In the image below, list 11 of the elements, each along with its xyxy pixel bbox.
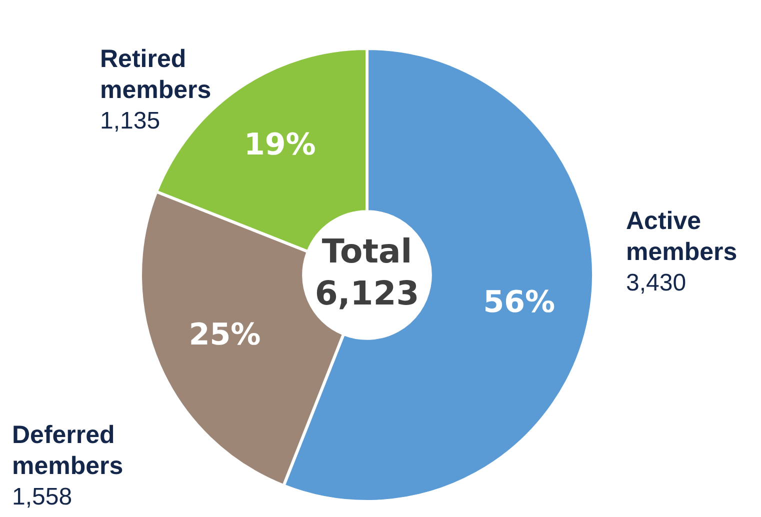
slice-label: Deferred members <box>12 420 124 480</box>
data-label: 25% <box>188 317 261 352</box>
text: 1,558 <box>12 484 72 511</box>
slice-label: Active members <box>626 206 738 266</box>
text: 6,123 <box>314 274 420 313</box>
text: 1,135 <box>100 108 160 135</box>
data-label: 19% <box>244 128 316 163</box>
text: 3,430 <box>626 270 686 297</box>
data-label: 56% <box>483 284 556 320</box>
text: Total <box>322 232 412 271</box>
slice-label: Retired members <box>100 44 212 104</box>
